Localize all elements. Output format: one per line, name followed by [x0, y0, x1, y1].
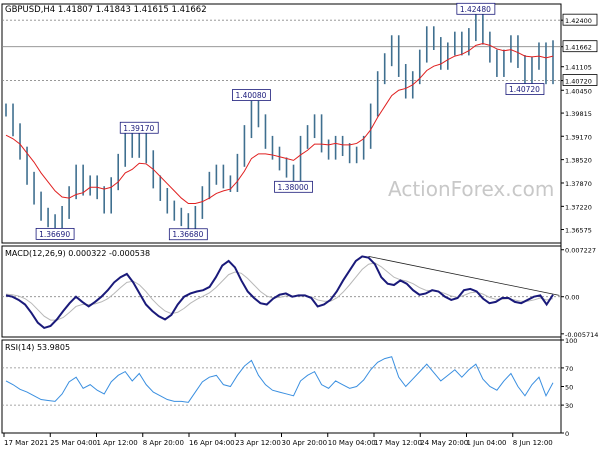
price-tick-label: 1.37870: [565, 180, 592, 188]
time-tick-label: 1 Apr 12:00: [97, 439, 138, 447]
time-tick-label: 1 Jun 04:00: [467, 439, 507, 447]
macd-line: [5, 255, 554, 330]
rsi-title: RSI(14) 53.9805: [5, 343, 70, 352]
time-tick-label: 8 Apr 20:00: [143, 439, 184, 447]
moving-average-line: [5, 43, 554, 204]
price-level-box: [562, 74, 598, 86]
price-tick-label: 1.36575: [565, 227, 592, 235]
rsi-tick-label: 70: [565, 365, 573, 373]
time-tick-label: 30 Apr 20:00: [282, 439, 328, 447]
price-annotation-box: [505, 83, 545, 95]
rsi-tick-label: 0: [565, 430, 569, 438]
macd-trendline: [368, 256, 560, 296]
rsi-panel: [1, 339, 562, 434]
price-annotation-label: 1.39170: [123, 124, 154, 133]
price-tick-label: 1.40720: [565, 78, 592, 86]
price-panel: [1, 3, 562, 244]
time-tick-label: 10 May 04:00: [328, 439, 376, 447]
macd-signal-line: [5, 262, 554, 321]
price-annotation-label: 1.38000: [278, 183, 309, 192]
chart-header: GBPUSD,H4 1.41807 1.41843 1.41615 1.4166…: [5, 5, 207, 15]
time-tick-label: 17 May 12:00: [374, 439, 422, 447]
rsi-tick-label: 50: [565, 384, 573, 392]
time-tick-label: 23 Apr 12:00: [235, 439, 281, 447]
price-annotation-box: [168, 228, 208, 241]
price-annotation-label: 1.40080: [235, 91, 266, 100]
macd-tick-label: 0.007227: [565, 247, 596, 255]
price-annotation-box: [456, 2, 496, 15]
time-tick-label: 17 Mar 2021: [4, 439, 48, 447]
rsi-tick-label: 100: [565, 337, 577, 345]
price-tick-label: 1.39815: [565, 110, 592, 118]
rsi-line: [5, 356, 554, 403]
price-tick-label: 1.39170: [565, 133, 592, 141]
price-annotation-label: 1.36690: [39, 230, 70, 239]
price-annotation-box: [274, 180, 313, 193]
price-annotation-label: 1.42480: [460, 5, 491, 14]
macd-title: MACD(12,26,9) 0.000322 -0.000538: [5, 249, 150, 258]
time-tick-label: 8 Jun 12:00: [513, 439, 553, 447]
price-annotation-box: [119, 121, 159, 134]
price-level-box: [562, 13, 598, 26]
macd-tick-label: 0.00: [565, 294, 579, 302]
rsi-tick-label: 30: [565, 402, 573, 410]
time-tick-label: 24 May 20:00: [420, 439, 468, 447]
time-tick-label: 25 Mar 04:00: [50, 439, 97, 447]
time-tick-label: 16 Apr 04:00: [189, 439, 235, 447]
macd-tick-label: -0.005714: [565, 331, 598, 339]
price-tick-label: 1.41662: [565, 44, 592, 52]
price-annotation-box: [35, 227, 75, 240]
watermark: ActionForex.com: [388, 177, 554, 201]
price-tick-label: 1.42400: [565, 17, 592, 25]
price-tick-label: 1.40450: [565, 87, 592, 95]
price-tick-label: 1.41105: [565, 64, 592, 72]
price-annotation-box: [232, 89, 271, 101]
price-annotation-label: 1.36680: [172, 230, 203, 239]
price-annotation-label: 1.40720: [509, 85, 540, 94]
price-tick-label: 1.38520: [565, 157, 592, 165]
price-level-box: [562, 40, 598, 53]
price-tick-label: 1.37220: [565, 203, 592, 211]
macd-panel: [1, 245, 562, 338]
